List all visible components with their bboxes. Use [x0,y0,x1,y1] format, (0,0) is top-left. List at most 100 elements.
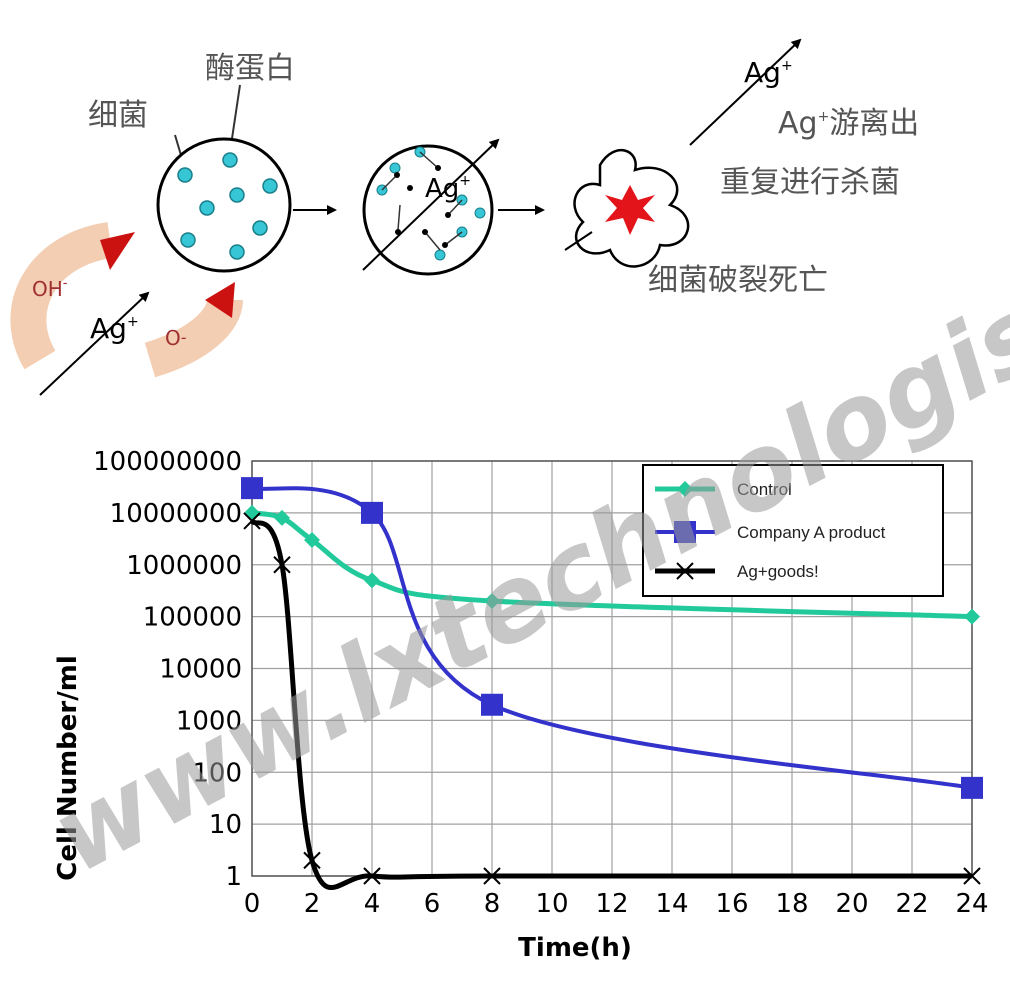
data-point [273,556,291,574]
bond-line [381,174,398,191]
x-tick-label: 12 [595,889,628,919]
legend: Control Company A product Ag+goods! [642,464,944,597]
ag-dot [394,172,400,178]
x-tick-labels: 0 2 4 6 8 10 12 14 16 18 20 22 24 [244,889,989,919]
label-repeat-kill: 重复进行杀菌 [720,165,900,200]
x-tick-label: 2 [304,889,321,919]
data-point [481,693,503,716]
x-tick-label: 22 [895,889,928,919]
legend-marker [677,481,693,497]
x-tick-label: 20 [835,889,868,919]
label-ag-2: Ag+ [425,173,471,204]
series-1 [241,477,983,799]
series-line [249,519,972,891]
burst-tail [564,231,593,251]
enzyme-dot [229,187,245,203]
bond-line [424,231,441,251]
data-point [244,504,260,521]
burst-star-icon [605,185,655,235]
label-o: O- [165,326,187,350]
bond-line [444,231,463,246]
enzyme-dot [177,167,193,183]
legend-label: Company A product [737,523,886,542]
swirl-arc-right [144,298,243,378]
label-bacteria-burst: 细菌破裂死亡 [648,263,828,298]
ag-ion-arrow-1 [39,291,150,396]
x-tick-label: 4 [364,889,381,919]
data-point [361,501,383,524]
cell-membrane-2 [362,144,494,276]
denatured-enzymes [376,146,486,261]
ag-dot [435,165,441,171]
red-arrow-icon-2 [205,282,235,318]
bond-line [447,199,463,216]
series-2 [243,512,981,891]
enzyme-dot [199,200,215,216]
data-point [304,531,320,548]
data-point [364,572,380,589]
ag-ion-arrow-3 [689,38,802,146]
data-point [243,512,261,530]
legend-label: Ag+goods! [737,562,819,581]
y-tick-label: 10000 [159,655,242,685]
oxidation-swirl: OH- O- Ag+ [10,222,243,396]
y-tick-label: 1000 [176,706,242,736]
label-ag-1: Ag+ [90,312,139,345]
enzyme-dot [474,207,486,219]
red-arrow-icon [100,232,135,270]
y-tick-label: 100 [192,758,242,788]
y-axis-title: Cell Number/ml [53,655,83,881]
y-tick-label: 1 [225,862,242,892]
data-point [961,776,983,799]
x-tick-label: 10 [535,889,568,919]
data-point [303,851,321,870]
y-tick-labels: 1 10 100 1000 10000 100000 1000000 10000000 1000… [93,447,242,892]
enzyme-dot [434,249,446,261]
data-point [484,593,500,610]
x-tick-label: 0 [244,889,261,919]
label-oh: OH- [32,276,68,301]
label-bacteria: 细菌 [88,98,148,133]
swirl-arc-left [10,222,114,370]
legend-marker [674,521,696,543]
enzyme-dot [252,220,268,236]
bacteria-cell-intact [156,137,292,273]
legend-marker [676,562,694,580]
x-axis-title: Time(h) [518,933,632,963]
data-point [483,867,501,885]
data-point [964,608,980,625]
label-enzyme-protein: 酶蛋白 [205,51,295,86]
ag-ion-arrow-2 [362,138,500,271]
cell-count-chart: 1101001000100001000001000000100000001000… [53,447,989,963]
label-ag-released: Ag+游离出 [778,106,919,141]
enzyme-dots [177,152,278,260]
bond-line [419,151,439,169]
ag-dot [445,212,451,218]
bond-line [397,204,401,231]
series-layer [241,477,983,891]
enzyme-dot [389,162,401,174]
y-tick-label: 10 [209,810,242,840]
label-ag-3: Ag+ [744,56,793,89]
x-tick-label: 6 [424,889,441,919]
x-tick-label: 8 [484,889,501,919]
ag-dot [442,242,448,248]
y-tick-label: 10000000 [110,499,242,529]
x-tick-label: 16 [715,889,748,919]
legend-label: Control [737,480,792,499]
x-tick-label: 24 [955,889,988,919]
enzyme-dot [222,152,238,168]
enzyme-dot [262,178,278,194]
data-point [274,509,290,526]
enzyme-dot [180,232,196,248]
antibacterial-mechanism-diagram: 酶蛋白 细菌 OH- O- Ag+ [10,38,919,396]
series-line [251,486,973,790]
data-point [241,477,263,500]
enzyme-dot [229,244,245,260]
bacteria-cell-ag-attack: Ag+ [362,138,500,276]
data-point [963,867,981,885]
ag-dot [407,185,413,191]
x-tick-label: 18 [775,889,808,919]
y-tick-label: 100000 [143,603,242,633]
